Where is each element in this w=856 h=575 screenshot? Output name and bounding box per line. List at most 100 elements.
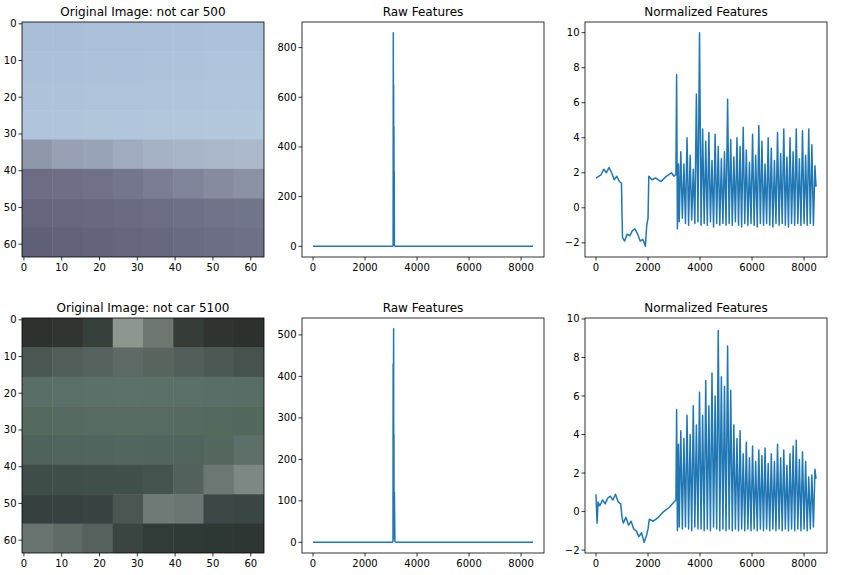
y-tick-label: 800 (277, 42, 296, 53)
x-tick (250, 553, 251, 557)
x-tick (137, 553, 138, 557)
pixel-cell (143, 406, 174, 436)
pixel-cell (173, 318, 204, 348)
y-tick-label: 400 (277, 371, 296, 382)
pixel-cell (234, 228, 264, 257)
y-tick (19, 319, 23, 320)
plot-area (596, 33, 816, 247)
x-tick (700, 257, 701, 261)
pixel-cell (22, 110, 53, 140)
x-tick (365, 553, 366, 557)
pixel-cell (204, 169, 235, 199)
x-tick-label: 8000 (508, 262, 533, 273)
x-tick (804, 257, 805, 261)
pixel-cell (173, 347, 204, 377)
pixel-cell (173, 494, 204, 524)
pixel-cell (234, 406, 264, 436)
x-tick-label: 30 (131, 558, 144, 569)
feature-line (596, 33, 816, 247)
pixel-cell (113, 436, 144, 466)
pixel-cell (22, 436, 53, 466)
pixel-cell (204, 81, 235, 111)
pixel-cell (83, 169, 114, 199)
x-tick-label: 60 (244, 558, 257, 569)
pixel-cell (143, 318, 174, 348)
x-tick-label: 0 (593, 262, 599, 273)
pixel-cell (83, 377, 114, 407)
y-tick (582, 32, 586, 33)
y-tick-label: 8 (573, 62, 579, 73)
x-tick (250, 257, 251, 261)
y-tick (19, 356, 23, 357)
pixel-cell (52, 524, 83, 553)
y-tick (299, 542, 303, 543)
pixel-cell (204, 465, 235, 495)
pixel-cell (52, 22, 83, 52)
y-tick (582, 172, 586, 173)
y-tick (582, 207, 586, 208)
x-tick-label: 4000 (687, 262, 712, 273)
y-tick (582, 473, 586, 474)
y-tick (19, 97, 23, 98)
subplot-title: Original Image: not car 500 (60, 5, 225, 19)
y-tick (299, 334, 303, 335)
x-tick-label: 6000 (739, 262, 764, 273)
pixel-cell (143, 524, 174, 553)
pixel-cell (52, 198, 83, 228)
x-tick (648, 257, 649, 261)
pixel-cell (113, 51, 144, 81)
x-tick-label: 4000 (404, 558, 429, 569)
pixel-cell (113, 377, 144, 407)
x-tick-label: 2000 (635, 558, 660, 569)
plot-area (596, 331, 816, 543)
x-tick-label: 8000 (791, 558, 816, 569)
pixel-cell (204, 110, 235, 140)
figure: 01020304050600102030405060Original Image… (0, 0, 856, 575)
y-tick-label: 500 (277, 329, 296, 340)
y-tick-label: 20 (4, 92, 17, 103)
pixel-cell (113, 22, 144, 52)
y-tick (582, 434, 586, 435)
x-tick (521, 553, 522, 557)
pixel-cell (204, 22, 235, 52)
y-tick (299, 246, 303, 247)
pixel-cell (52, 318, 83, 348)
pixel-cell (52, 377, 83, 407)
x-tick (212, 257, 213, 261)
y-tick (582, 396, 586, 397)
x-tick-label: 6000 (456, 558, 481, 569)
y-tick (299, 47, 303, 48)
pixel-cell (52, 81, 83, 111)
y-tick-label: 30 (4, 424, 17, 435)
x-tick-label: 0 (593, 558, 599, 569)
x-tick (596, 553, 597, 557)
pixel-cell (234, 110, 264, 140)
plot-area (313, 329, 533, 543)
x-tick-label: 10 (55, 558, 68, 569)
y-tick (582, 242, 586, 243)
y-tick (19, 23, 23, 24)
x-tick (752, 553, 753, 557)
subplot: 01020304050600102030405060Original Image… (4, 301, 265, 569)
y-tick (582, 511, 586, 512)
y-tick (299, 196, 303, 197)
pixel-cell (113, 228, 144, 257)
pixel-cell (22, 377, 53, 407)
x-tick (521, 257, 522, 261)
y-tick (19, 393, 23, 394)
subplot-title: Raw Features (383, 5, 464, 19)
axes-frame (585, 22, 827, 257)
pixel-cell (22, 140, 53, 170)
pixel-cell (204, 436, 235, 466)
y-tick-label: 2 (573, 167, 579, 178)
y-tick (582, 357, 586, 358)
pixel-cell (143, 465, 174, 495)
x-tick-label: 6000 (456, 262, 481, 273)
y-tick (299, 459, 303, 460)
x-tick (469, 257, 470, 261)
x-tick (61, 553, 62, 557)
y-tick (19, 540, 23, 541)
y-tick-label: 40 (4, 165, 17, 176)
subplot-title: Raw Features (383, 301, 464, 315)
pixel-cell (83, 22, 114, 52)
